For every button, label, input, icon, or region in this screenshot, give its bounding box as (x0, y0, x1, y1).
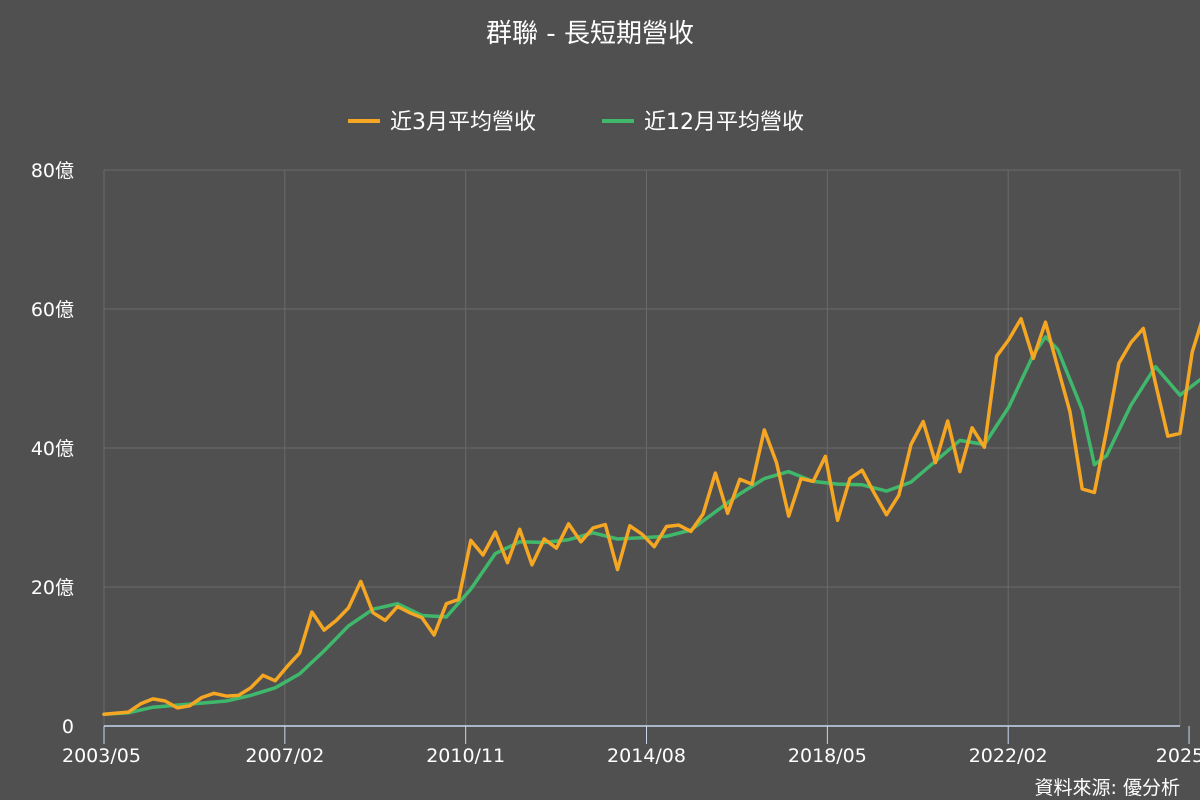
x-tick-label: 2010/11 (426, 745, 505, 767)
legend: 近3月平均營收 近12月平均營收 (348, 110, 804, 135)
y-tick-label: 20億 (31, 577, 74, 599)
chart-title: 群聯 - 長短期營收 (486, 19, 694, 49)
x-tick-label: 2014/08 (607, 745, 686, 767)
x-tick-label: 2018/05 (788, 745, 867, 767)
x-tick-label: 2022/02 (969, 745, 1048, 767)
y-tick-label: 40億 (31, 438, 74, 460)
y-tick-label: 60億 (31, 299, 74, 321)
legend-label: 近3月平均營收 (390, 110, 536, 135)
y-axis-ticks: 0 20億 40億 60億 80億 (31, 160, 74, 738)
x-tick-label: 2025... (1156, 745, 1200, 767)
series-line-0 (102, 316, 1200, 716)
legend-label: 近12月平均營收 (644, 110, 804, 135)
grid-lines (103, 169, 1181, 727)
y-tick-label: 0 (62, 716, 74, 738)
x-tick-label: 2003/05 (62, 745, 141, 767)
series-line-1 (102, 335, 1200, 716)
x-axis-ticks: 2003/05 2007/02 2010/11 2014/08 2018/05 2022/… (62, 726, 1200, 767)
x-tick-label: 2007/02 (245, 745, 324, 767)
y-tick-label: 80億 (31, 160, 74, 182)
source-note: 資料來源: 優分析 (1035, 777, 1180, 799)
series-lines (102, 316, 1200, 716)
